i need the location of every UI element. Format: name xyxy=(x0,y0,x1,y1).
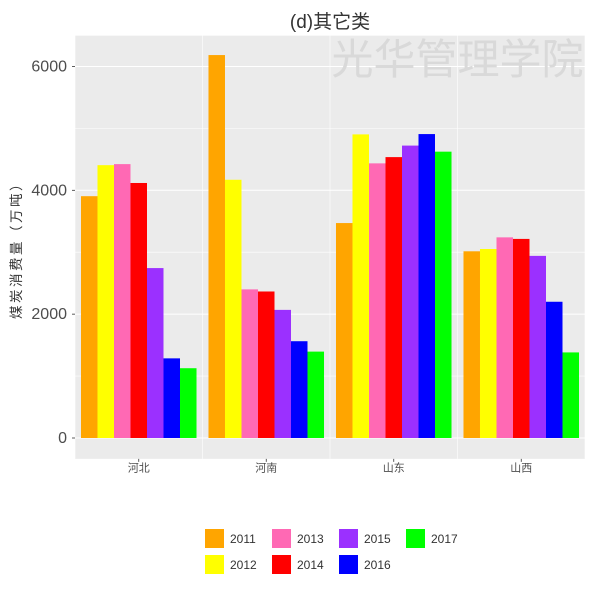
svg-text:2000: 2000 xyxy=(31,306,67,323)
svg-text:山东: 山东 xyxy=(383,461,405,474)
svg-text:河北: 河北 xyxy=(128,461,150,474)
svg-text:山西: 山西 xyxy=(510,461,532,474)
svg-text:0: 0 xyxy=(58,430,67,447)
svg-text:4000: 4000 xyxy=(31,182,67,199)
svg-text:河南: 河南 xyxy=(255,461,277,474)
svg-text:6000: 6000 xyxy=(31,58,67,75)
